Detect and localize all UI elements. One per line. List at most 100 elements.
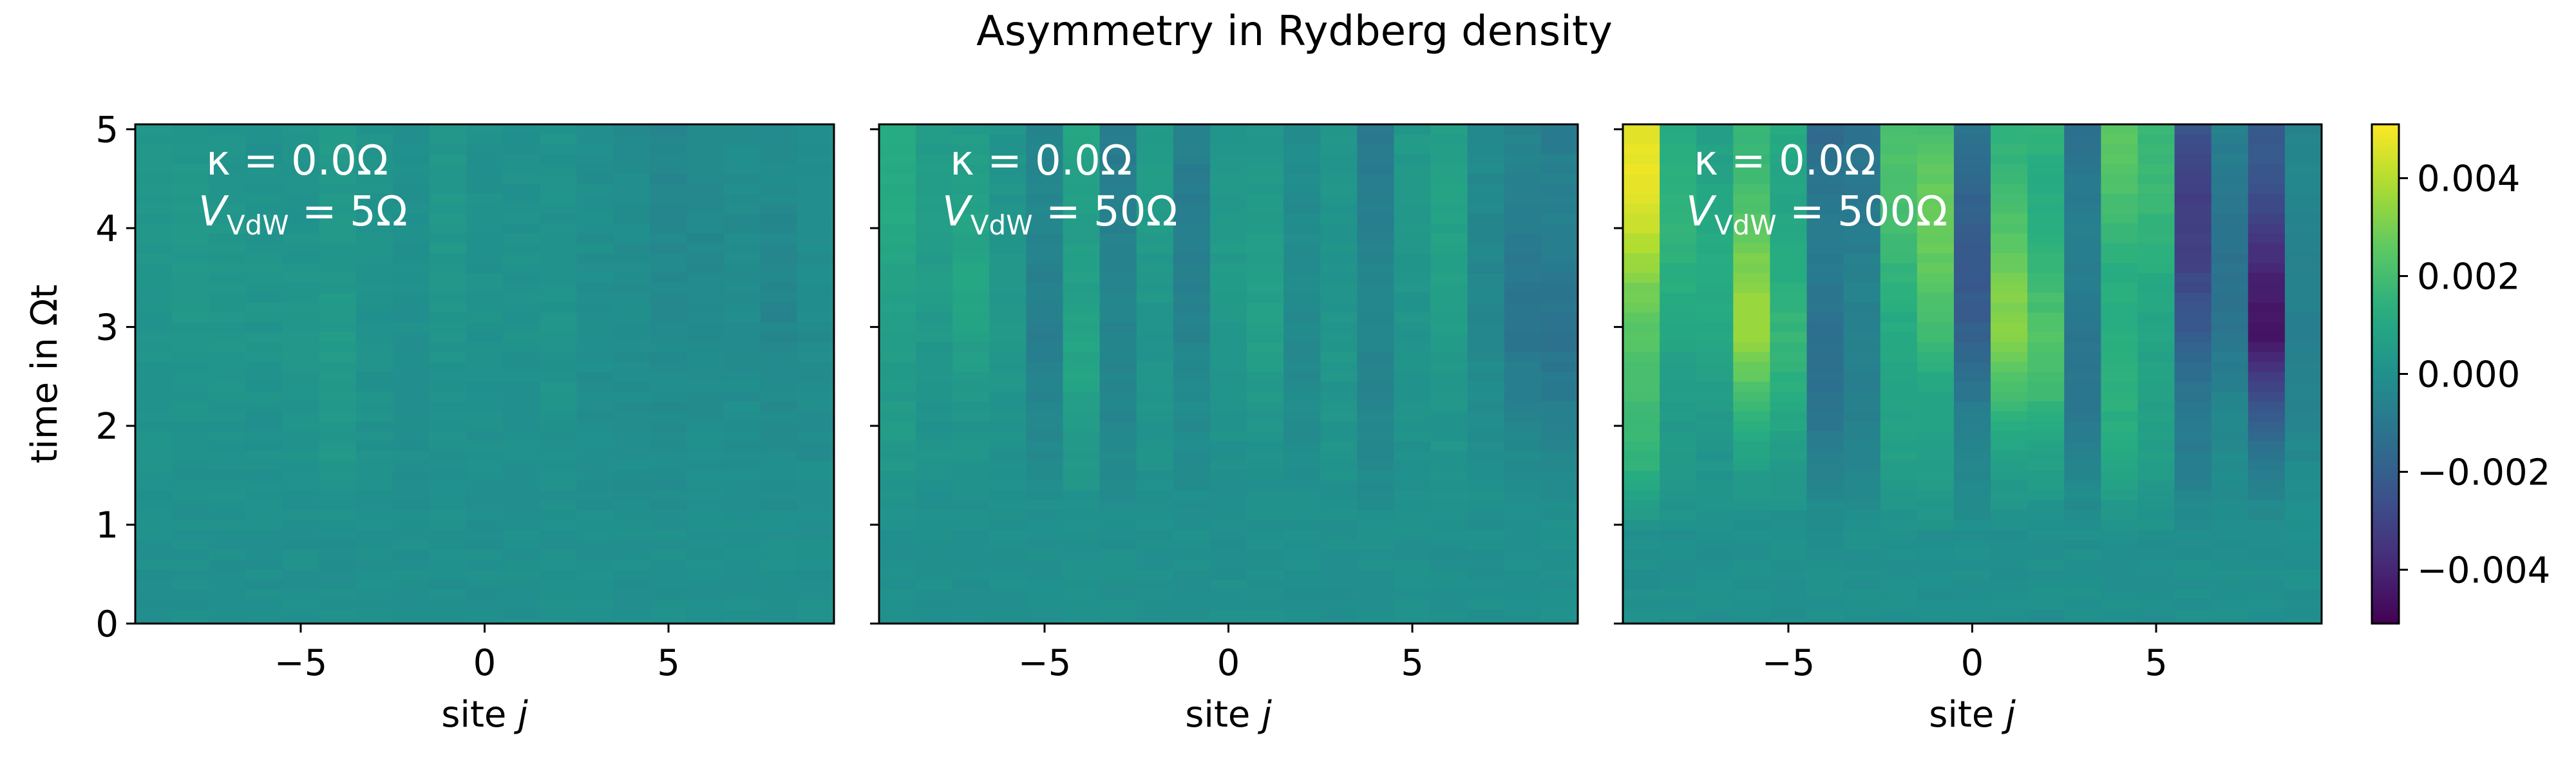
heatmap-cell	[797, 549, 835, 560]
heatmap-cell	[1991, 371, 2028, 382]
heatmap-cell	[1806, 243, 1844, 254]
heatmap-cell	[1173, 124, 1211, 135]
heatmap-cell	[1209, 460, 1247, 471]
heatmap-cell	[355, 292, 393, 303]
heatmap-cell	[2211, 490, 2249, 501]
heatmap-cell	[1991, 302, 2028, 313]
heatmap-cell	[723, 213, 761, 224]
heatmap-cell	[2248, 262, 2286, 273]
heatmap-cell	[2137, 351, 2175, 362]
heatmap-cell	[1209, 569, 1247, 580]
heatmap-cell	[1696, 164, 1734, 175]
heatmap-cell	[2174, 272, 2212, 283]
heatmap-cell	[1247, 371, 1284, 382]
heatmap-cell	[1540, 154, 1578, 164]
heatmap-cell	[916, 282, 953, 293]
heatmap-cell	[952, 608, 990, 619]
heatmap-cell	[1283, 391, 1321, 402]
heatmap-cell	[1540, 173, 1578, 184]
heatmap-cell	[952, 262, 990, 273]
heatmap-cell	[989, 351, 1027, 362]
heatmap-cell	[466, 559, 504, 570]
heatmap-cell	[2211, 618, 2249, 624]
heatmap-cell	[1880, 184, 1918, 195]
heatmap-cell	[2284, 569, 2322, 580]
heatmap-cell	[2211, 559, 2249, 570]
heatmap-cell	[1283, 490, 1321, 501]
heatmap-cell	[1917, 361, 1955, 372]
heatmap-cell	[1770, 539, 1808, 550]
heatmap-cell	[1504, 262, 1542, 273]
heatmap-cell	[1209, 341, 1247, 352]
vvdw-symbol: V	[942, 188, 973, 236]
heatmap-cell	[1917, 332, 1955, 343]
heatmap-cell	[2137, 184, 2175, 195]
heatmap-cell	[1026, 441, 1064, 452]
heatmap-cell	[466, 262, 504, 273]
heatmap-cell	[1540, 312, 1578, 323]
heatmap-cell	[1806, 490, 1844, 501]
heatmap-cell	[355, 243, 393, 254]
heatmap-cell	[879, 332, 916, 343]
heatmap-cell	[613, 361, 651, 372]
heatmap-cell	[1770, 341, 1808, 352]
heatmap-cell	[2248, 618, 2286, 624]
heatmap-cell	[1247, 530, 1284, 540]
heatmap-cell	[1026, 351, 1064, 362]
heatmap-cell	[1357, 164, 1395, 175]
heatmap-cell	[1843, 184, 1881, 195]
heatmap-cell	[392, 589, 430, 600]
heatmap-cell	[429, 341, 467, 352]
heatmap-cell	[1099, 282, 1137, 293]
heatmap-cell	[1320, 500, 1358, 511]
heatmap-cell	[1209, 510, 1247, 520]
heatmap-cell	[2064, 243, 2101, 254]
heatmap-cell	[650, 411, 688, 421]
heatmap-cell	[723, 578, 761, 589]
heatmap-cell	[2064, 361, 2101, 372]
heatmap-cell	[1953, 598, 1991, 609]
heatmap-cell	[209, 203, 246, 214]
heatmap-cell	[1733, 381, 1771, 392]
heatmap-cell	[2027, 539, 2065, 550]
heatmap-cell	[1806, 559, 1844, 570]
heatmap-cell	[355, 539, 393, 550]
heatmap-cell	[503, 124, 540, 135]
heatmap-cell	[1173, 223, 1211, 234]
heatmap-cell	[1063, 213, 1101, 224]
heatmap-cell	[2064, 332, 2101, 343]
heatmap-cell	[1660, 164, 1697, 175]
heatmap-cell	[1136, 450, 1174, 461]
heatmap-cell	[1209, 598, 1247, 609]
heatmap-cell	[760, 500, 798, 511]
heatmap-cell	[1357, 144, 1395, 155]
heatmap-cell	[172, 500, 209, 511]
heatmap-cell	[1770, 401, 1808, 412]
heatmap-cell	[1283, 144, 1321, 155]
heatmap-cell	[245, 411, 283, 421]
heatmap-cell	[1320, 470, 1358, 481]
heatmap-cell	[989, 490, 1027, 501]
heatmap-cell	[687, 243, 724, 254]
heatmap-cell	[1209, 441, 1247, 452]
heatmap-cell	[613, 411, 651, 421]
heatmap-cell	[989, 500, 1027, 511]
heatmap-cell	[760, 223, 798, 234]
heatmap-cell	[466, 490, 504, 501]
heatmap-cell	[1247, 500, 1284, 511]
heatmap-cell	[245, 253, 283, 263]
heatmap-cell	[1540, 569, 1578, 580]
heatmap-cell	[723, 460, 761, 471]
heatmap-cell	[2064, 223, 2101, 234]
heatmap-cell	[687, 608, 724, 619]
heatmap-cell	[1733, 203, 1771, 214]
heatmap-cell	[282, 539, 320, 550]
heatmap-cell	[245, 470, 283, 481]
heatmap-cell	[1394, 539, 1432, 550]
heatmap-cell	[576, 292, 614, 303]
heatmap-cell	[1136, 173, 1174, 184]
heatmap-cell	[2027, 144, 2065, 155]
heatmap-cell	[2284, 272, 2322, 283]
heatmap-cell	[1283, 569, 1321, 580]
heatmap-cell	[1136, 193, 1174, 204]
